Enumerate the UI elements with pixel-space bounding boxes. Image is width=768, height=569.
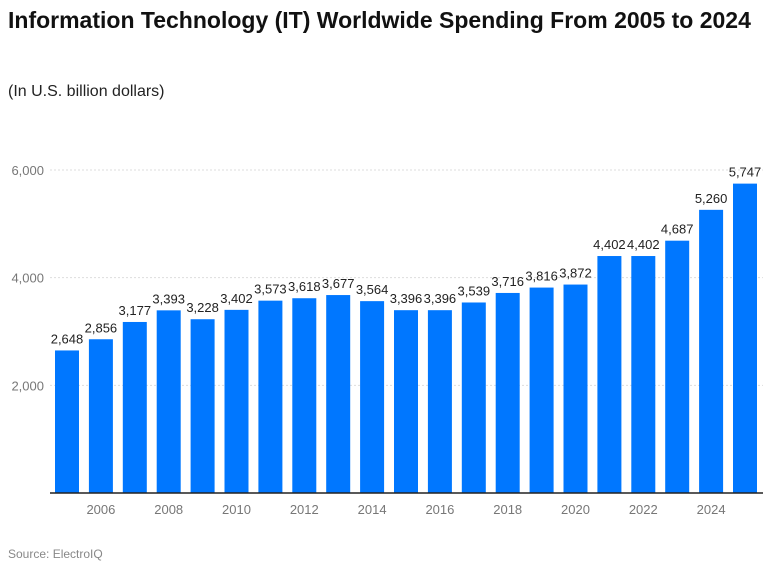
x-tick-label: 2008: [154, 502, 183, 517]
y-tick-label: 2,000: [11, 378, 44, 393]
data-label: 3,816: [525, 269, 558, 284]
source-note: Source: ElectroIQ: [8, 547, 103, 561]
data-label: 5,747: [729, 165, 762, 180]
x-tick-label: 2012: [290, 502, 319, 517]
x-tick-label: 2006: [86, 502, 115, 517]
bar: [360, 301, 385, 493]
y-tick-label: 6,000: [11, 163, 44, 178]
x-tick-label: 2018: [493, 502, 522, 517]
bar: [122, 321, 147, 493]
bar: [563, 284, 588, 493]
bar: [258, 300, 283, 493]
data-label: 2,648: [51, 331, 84, 346]
y-tick-label: 4,000: [11, 271, 44, 286]
bar: [427, 310, 452, 493]
bar: [190, 319, 215, 493]
data-label: 5,260: [695, 191, 728, 206]
data-label: 3,228: [186, 300, 219, 315]
x-tick-label: 2024: [697, 502, 726, 517]
bar: [224, 309, 249, 493]
data-label: 3,402: [220, 291, 253, 306]
bar: [631, 256, 656, 493]
bar: [326, 295, 351, 493]
bar: [394, 310, 418, 493]
chart-subtitle: (In U.S. billion dollars): [8, 83, 165, 100]
bar: [156, 310, 181, 493]
x-tick-label: 2016: [425, 502, 454, 517]
data-label: 3,677: [322, 276, 355, 291]
x-tick-label: 2022: [629, 502, 658, 517]
data-label: 4,402: [593, 237, 626, 252]
data-label: 3,618: [288, 279, 321, 294]
data-label: 3,872: [559, 266, 592, 281]
x-tick-label: 2010: [222, 502, 251, 517]
x-tick-label: 2014: [358, 502, 387, 517]
data-label: 3,573: [254, 282, 287, 297]
data-label: 3,539: [458, 283, 491, 298]
data-label: 3,396: [390, 291, 423, 306]
data-label: 3,393: [152, 291, 185, 306]
bar: [55, 350, 79, 493]
bar: [665, 240, 690, 493]
bar: [461, 302, 486, 493]
bar: [88, 339, 113, 493]
data-label: 3,564: [356, 282, 389, 297]
data-label: 3,716: [491, 274, 524, 289]
data-label: 2,856: [85, 320, 118, 335]
data-label: 3,177: [119, 303, 152, 318]
chart-title: Information Technology (IT) Worldwide Sp…: [8, 7, 751, 33]
bar: [495, 292, 520, 493]
bar: [699, 209, 724, 493]
data-label: 4,402: [627, 237, 660, 252]
x-tick-label: 2020: [561, 502, 590, 517]
bar: [529, 287, 554, 493]
bar: [292, 298, 317, 493]
bar: [597, 256, 622, 493]
bar: [733, 183, 757, 494]
data-label: 3,396: [424, 291, 457, 306]
data-label: 4,687: [661, 222, 694, 237]
